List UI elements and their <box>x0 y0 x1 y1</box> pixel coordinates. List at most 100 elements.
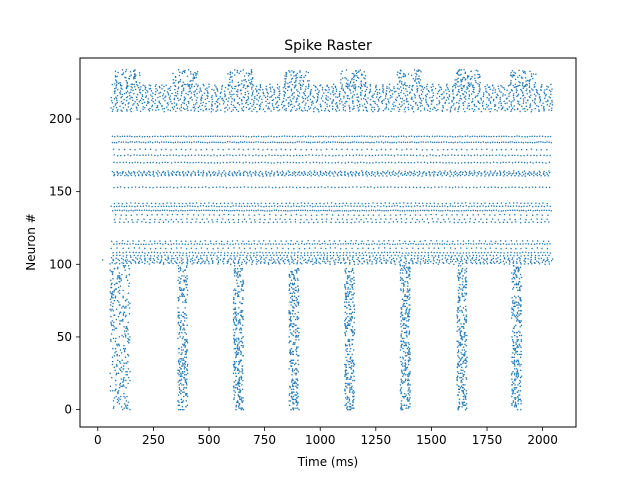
spike-point <box>353 292 355 295</box>
spike-point <box>119 362 122 364</box>
spike-point <box>540 221 542 224</box>
spike-point <box>153 175 155 177</box>
spike-point <box>324 247 327 250</box>
spike-point <box>190 175 192 177</box>
spike-point <box>126 254 128 257</box>
spike-point <box>217 247 219 249</box>
spike-point <box>511 257 514 259</box>
spike-point <box>405 302 408 305</box>
spike-point <box>161 161 164 164</box>
spike-point <box>334 171 337 174</box>
spike-point <box>337 214 340 216</box>
spike-point <box>271 186 274 189</box>
spike-point <box>319 202 321 205</box>
spike-point <box>296 315 299 318</box>
spike-point <box>335 154 337 157</box>
spike-point <box>410 148 412 151</box>
spike-point <box>520 214 522 216</box>
spike-point <box>471 205 473 207</box>
spike-point <box>280 209 282 212</box>
spike-point <box>292 395 295 398</box>
spike-point <box>116 344 119 347</box>
spike-point <box>110 292 112 295</box>
spike-point <box>394 254 396 256</box>
spike-point <box>260 261 262 263</box>
spike-point <box>446 252 448 254</box>
spike-point <box>235 327 238 329</box>
spike-point <box>145 154 147 156</box>
spike-point <box>161 213 163 216</box>
spike-point <box>246 205 248 207</box>
spike-point <box>292 334 295 337</box>
spike-point <box>297 336 299 338</box>
spike-point <box>463 327 465 329</box>
spike-point <box>530 254 533 256</box>
spike-point <box>120 214 122 216</box>
spike-point <box>118 272 121 274</box>
spike-point <box>367 263 369 265</box>
spike-point <box>400 392 402 395</box>
spike-point <box>288 288 291 290</box>
spike-point <box>520 202 522 205</box>
spike-point <box>293 407 295 409</box>
spike-point <box>483 213 485 216</box>
spike-point <box>509 172 511 174</box>
spike-point <box>212 202 215 204</box>
spike-point <box>497 251 499 254</box>
spike-point <box>203 202 206 205</box>
spike-point <box>514 347 517 350</box>
spike-point <box>538 262 541 265</box>
spike-point <box>238 328 241 331</box>
spike-point <box>530 172 532 174</box>
spike-point <box>448 243 451 246</box>
spike-point <box>461 288 463 290</box>
spike-point <box>517 301 519 303</box>
spike-point <box>349 288 351 290</box>
spike-point <box>297 401 299 404</box>
spike-point <box>351 175 353 177</box>
spike-point <box>186 384 188 386</box>
spike-point <box>414 173 417 176</box>
spike-point <box>253 202 256 204</box>
spike-point <box>351 404 353 406</box>
spike-point <box>460 326 463 328</box>
spike-point <box>397 171 400 174</box>
spike-point <box>485 173 487 176</box>
spike-point <box>296 269 298 271</box>
spike-point <box>408 333 410 335</box>
spike-point <box>184 299 186 302</box>
spike-point <box>278 141 280 144</box>
spike-point <box>191 205 194 208</box>
spike-point <box>393 205 396 207</box>
spike-point <box>111 282 113 284</box>
spike-point <box>259 218 261 220</box>
spike-point <box>461 389 463 392</box>
spike-point <box>186 317 188 319</box>
spike-point <box>346 344 348 347</box>
spike-point <box>260 202 263 205</box>
spike-point <box>437 263 440 265</box>
spike-point <box>458 254 460 257</box>
spike-point <box>549 243 551 245</box>
spike-point <box>118 276 121 279</box>
spike-point <box>366 175 368 177</box>
spike-point <box>404 172 406 174</box>
spike-point <box>396 221 399 223</box>
spike-point <box>405 366 407 369</box>
spike-point <box>316 171 319 174</box>
spike-point <box>157 175 159 177</box>
spike-point <box>438 261 441 263</box>
spike-markers <box>101 68 554 411</box>
spike-point <box>462 391 464 393</box>
spike-point <box>273 174 275 177</box>
spike-point <box>195 221 197 223</box>
spike-point <box>182 349 185 351</box>
spike-point <box>353 321 355 324</box>
spike-point <box>541 186 544 188</box>
spike-point <box>329 254 332 257</box>
spike-point <box>159 252 162 254</box>
spike-point <box>240 398 242 401</box>
spike-point <box>404 256 406 259</box>
spike-point <box>111 308 113 311</box>
spike-point <box>352 398 355 401</box>
